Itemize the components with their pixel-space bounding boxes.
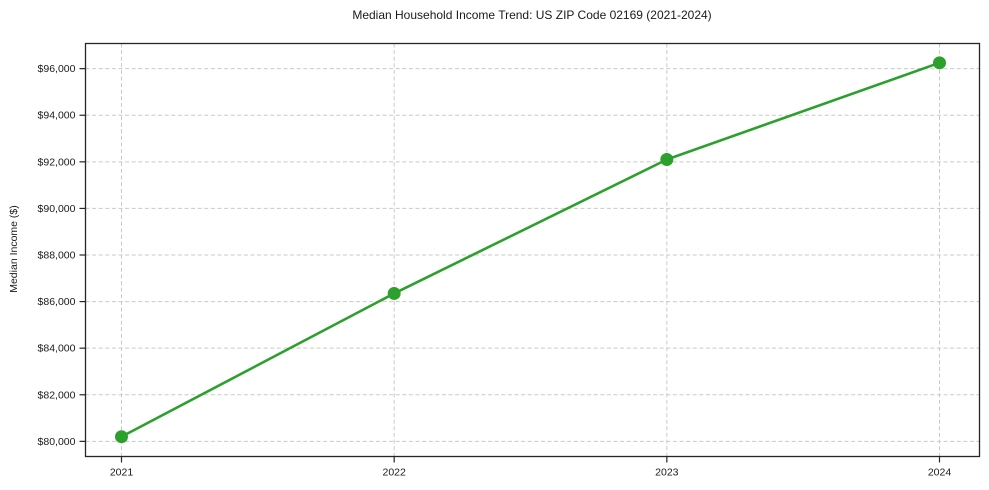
y-tick-label: $84,000 <box>38 343 76 355</box>
chart-title: Median Household Income Trend: US ZIP Co… <box>352 8 712 22</box>
x-tick-label: 2023 <box>655 467 679 479</box>
x-tick-label: 2021 <box>110 467 134 479</box>
data-point-marker <box>660 153 674 167</box>
y-tick-label: $92,000 <box>38 156 76 168</box>
y-tick-label: $80,000 <box>38 436 76 448</box>
axes-frame <box>84 42 981 458</box>
data-point-marker <box>933 56 946 70</box>
y-tick-label: $90,000 <box>38 203 76 215</box>
y-tick-label: $94,000 <box>38 110 76 122</box>
x-tick-label: 2022 <box>382 467 406 479</box>
y-tick-label: $82,000 <box>38 389 76 401</box>
x-tick-label: 2024 <box>928 467 952 479</box>
trend-line <box>120 61 941 439</box>
y-tick-label: $86,000 <box>38 296 76 308</box>
y-tick-label: $96,000 <box>38 63 76 75</box>
y-tick-label: $88,000 <box>38 250 76 262</box>
data-point-marker <box>387 286 401 300</box>
data-point-marker <box>115 430 128 444</box>
